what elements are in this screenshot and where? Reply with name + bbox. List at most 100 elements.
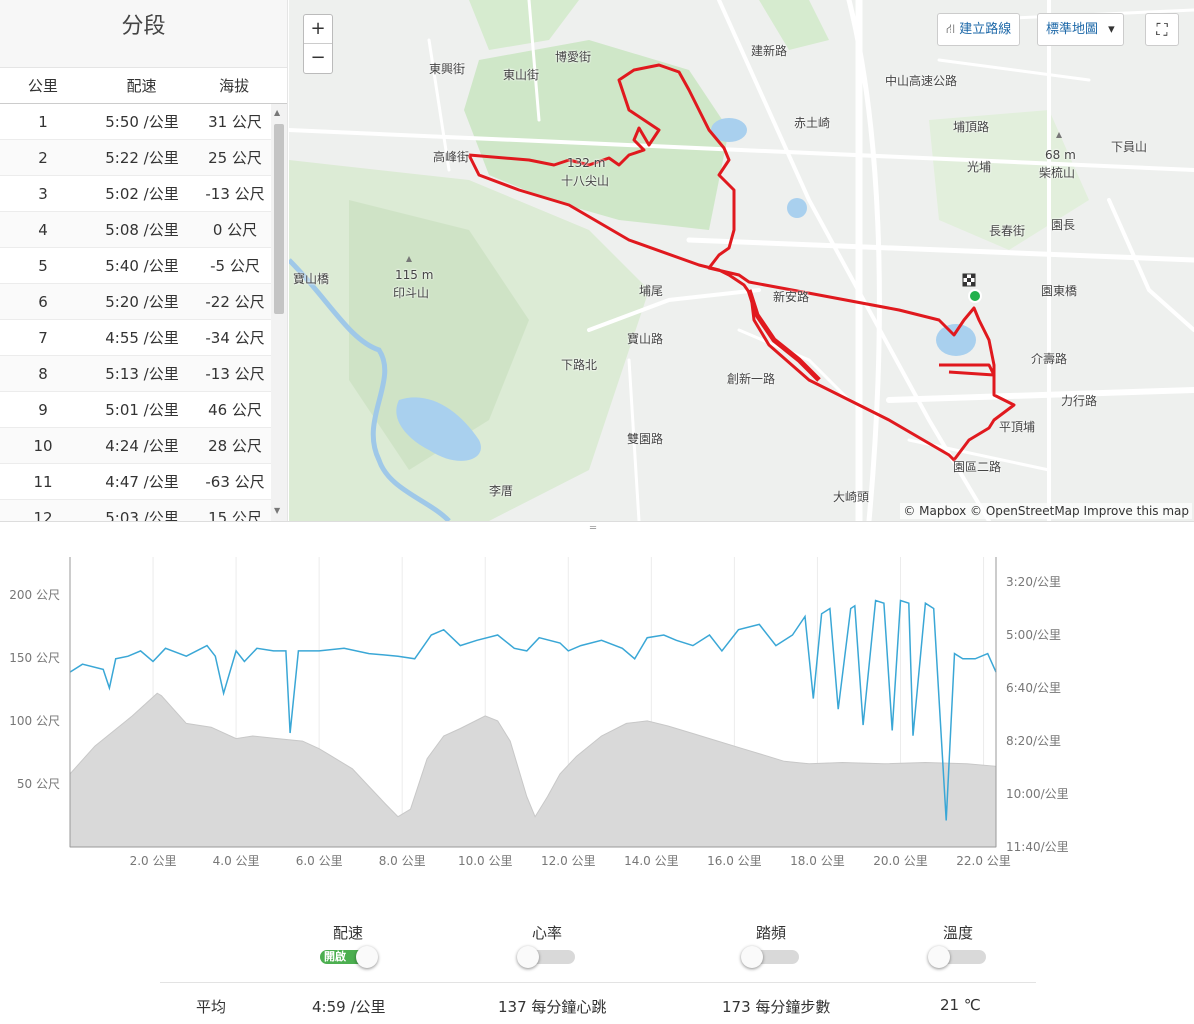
toggle-switch[interactable]: [741, 946, 801, 968]
lake-north: [711, 118, 747, 142]
map-label: 力行路: [1061, 394, 1098, 408]
split-km: 9: [38, 400, 48, 419]
split-row[interactable]: 6 5:20 /公里 -22 公尺: [0, 284, 272, 320]
map-label: 東山街: [503, 68, 540, 82]
split-km: 1: [38, 112, 48, 131]
route-map[interactable]: 博愛街 建新路 東山街 東興街 中山高速公路 赤土崎 埔頂路 光埔 68 m 柴…: [289, 0, 1194, 521]
toggle-group: 踏頻: [721, 922, 821, 968]
map-label: 介壽路: [1031, 352, 1068, 366]
map-label: 新安路: [773, 290, 810, 304]
split-elevation: -5 公尺: [210, 257, 260, 275]
splits-scrollbar-thumb[interactable]: [274, 124, 284, 314]
x-tick-label: 6.0 公里: [296, 854, 343, 868]
toggle-label: 心率: [531, 924, 562, 942]
split-row[interactable]: 8 5:13 /公里 -13 公尺: [0, 356, 272, 392]
split-km: 3: [38, 184, 48, 203]
split-pace: 5:01 /公里: [105, 401, 179, 419]
split-km: 7: [38, 328, 48, 347]
map-label: 寶山橋: [293, 272, 330, 286]
grip-icon: ═: [590, 523, 597, 534]
split-row[interactable]: 10 4:24 /公里 28 公尺: [0, 428, 272, 464]
split-row[interactable]: 7 4:55 /公里 -34 公尺: [0, 320, 272, 356]
river: [289, 258, 451, 521]
split-row[interactable]: 4 5:08 /公里 0 公尺: [0, 212, 272, 248]
split-elevation: -22 公尺: [205, 293, 265, 311]
pace-tick-label: 8:20/公里: [1006, 734, 1061, 748]
x-tick-label: 10.0 公里: [458, 854, 513, 868]
split-elevation: 15 公尺: [208, 509, 262, 521]
map-label: 光埔: [967, 160, 992, 174]
switch-knob: [517, 946, 539, 968]
split-elevation: 25 公尺: [208, 149, 262, 167]
toggle-label: 配速: [332, 924, 363, 942]
split-km: 10: [33, 436, 53, 455]
split-elevation: 46 公尺: [208, 401, 262, 419]
switch-on-text: 開啟: [324, 950, 346, 963]
splits-table-header: 公里 配速 海拔: [0, 68, 287, 104]
map-style-dropdown[interactable]: 標準地圖 ▾: [1037, 13, 1124, 46]
split-km: 12: [33, 508, 53, 522]
toggle-switch[interactable]: [928, 946, 988, 968]
split-row[interactable]: 5 5:40 /公里 -5 公尺: [0, 248, 272, 284]
split-pace: 4:47 /公里: [105, 473, 179, 491]
map-label: 埔頂路: [953, 120, 990, 134]
split-row[interactable]: 12 5:03 /公里 15 公尺: [0, 500, 272, 521]
map-attribution[interactable]: © Mapbox © OpenStreetMap Improve this ma…: [900, 503, 1192, 519]
map-label: 中山高速公路: [885, 74, 958, 88]
x-tick-label: 12.0 公里: [541, 854, 596, 868]
elevation-pace-chart: 200 公尺 150 公尺 100 公尺 50 公尺 3:20/公里 5:00/公里 6:…: [9, 557, 1069, 868]
split-pace: 5:40 /公里: [105, 257, 179, 275]
zoom-out-button[interactable]: −: [310, 47, 326, 68]
elevation-area: [69, 692, 997, 848]
toggle-label: 踏頻: [755, 924, 786, 942]
elevation-tick-label: 100 公尺: [9, 714, 60, 728]
split-km: 5: [38, 256, 48, 275]
create-route-button[interactable]: ⛙ 建立路線: [937, 13, 1021, 46]
toggle-switch[interactable]: [517, 946, 577, 968]
split-row[interactable]: 2 5:22 /公里 25 公尺: [0, 140, 272, 176]
split-row[interactable]: 1 5:50 /公里 31 公尺: [0, 104, 272, 140]
zoom-in-button[interactable]: +: [304, 15, 332, 44]
map-label: 132 m: [567, 156, 606, 170]
toggle-group: 配速開啟: [298, 922, 398, 968]
split-row[interactable]: 11 4:47 /公里 -63 公尺: [0, 464, 272, 500]
panel-resize-handle[interactable]: ═: [0, 521, 1194, 535]
scroll-down-icon[interactable]: ▼: [274, 506, 281, 515]
elevation-tick-label: 150 公尺: [9, 651, 60, 665]
split-row[interactable]: 9 5:01 /公里 46 公尺: [0, 392, 272, 428]
map-label: 園區二路: [953, 460, 1002, 474]
peak-icon: [1056, 132, 1062, 138]
column-header-km: 公里: [27, 77, 58, 95]
split-row[interactable]: 3 5:02 /公里 -13 公尺: [0, 176, 272, 212]
toggle-label: 溫度: [942, 924, 973, 942]
column-header-elevation: 海拔: [219, 77, 250, 95]
park-area: [464, 40, 729, 230]
map-label: 雙園路: [627, 432, 664, 446]
switch-knob: [356, 946, 378, 968]
x-tick-label: 22.0 公里: [956, 854, 1011, 868]
fullscreen-button[interactable]: ⛶: [1145, 13, 1179, 46]
split-km: 4: [38, 220, 48, 239]
green-area-north: [469, 0, 579, 50]
splits-title: 分段: [0, 0, 287, 68]
pace-line: [69, 599, 997, 821]
average-heart-rate: 137 每分鐘心跳: [498, 998, 607, 1016]
average-cadence: 173 每分鐘步數: [722, 998, 831, 1016]
split-pace: 5:03 /公里: [105, 509, 179, 521]
scroll-up-icon[interactable]: ▲: [274, 108, 281, 117]
road-network: [289, 0, 1194, 521]
x-tick-label: 2.0 公里: [130, 854, 177, 868]
reservoir: [396, 397, 481, 461]
switch-knob: [741, 946, 763, 968]
pace-tick-label: 11:40/公里: [1006, 840, 1069, 854]
pace-tick-label: 5:00/公里: [1006, 628, 1061, 642]
toggle-switch[interactable]: 開啟: [318, 946, 378, 968]
elevation-axis: 200 公尺 150 公尺 100 公尺 50 公尺: [9, 588, 60, 791]
finish-flag-icon: [962, 273, 976, 287]
split-km: 2: [38, 148, 48, 167]
split-elevation: 28 公尺: [208, 437, 262, 455]
map-canvas[interactable]: [289, 0, 1194, 521]
map-label: 東興街: [429, 62, 466, 76]
x-tick-label: 8.0 公里: [379, 854, 426, 868]
map-label: 園東橋: [1041, 284, 1078, 298]
